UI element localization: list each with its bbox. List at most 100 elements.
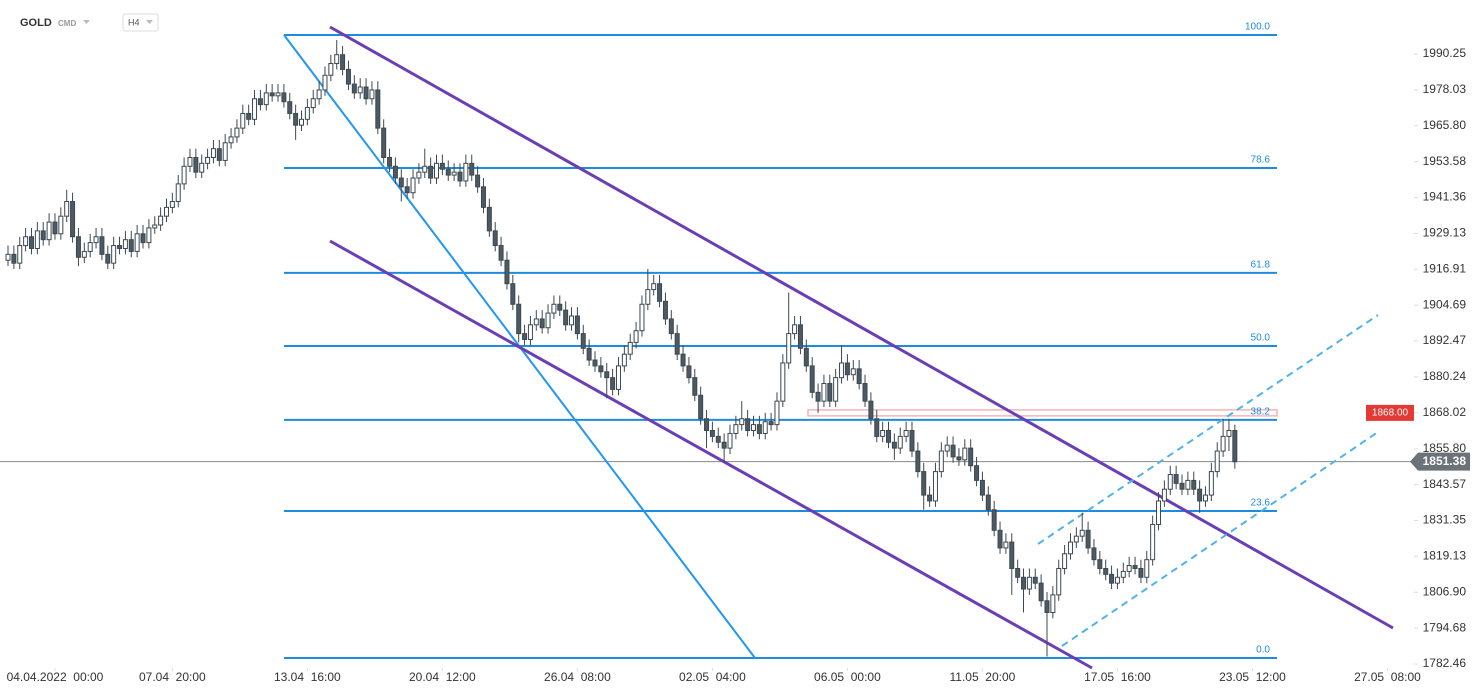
candle-body xyxy=(1185,479,1191,490)
candle-body xyxy=(903,430,909,437)
candle-body xyxy=(287,101,293,114)
candle-body xyxy=(721,441,727,449)
candle-body xyxy=(117,245,123,249)
fib-label: 0.0 xyxy=(1256,645,1270,656)
y-tick-label: 1794.68 xyxy=(1423,620,1467,634)
candle-body xyxy=(874,418,880,437)
candle-body xyxy=(668,318,674,335)
candle-body xyxy=(28,236,34,249)
candle-body xyxy=(398,177,404,188)
candle-body xyxy=(34,230,40,249)
candles xyxy=(5,40,1238,657)
candle-body xyxy=(1050,594,1056,614)
y-tick-label: 1904.69 xyxy=(1423,297,1467,311)
candle-body xyxy=(991,509,997,531)
candle-body xyxy=(551,303,557,314)
candle-body xyxy=(844,362,850,376)
candle-body xyxy=(480,186,486,208)
candle-body xyxy=(821,383,827,402)
candle-body xyxy=(880,430,886,437)
candle-body xyxy=(1103,567,1109,575)
candle-body xyxy=(240,112,246,129)
timeframe[interactable]: H4 xyxy=(128,17,140,27)
candle-body xyxy=(152,224,158,229)
candle-body xyxy=(956,456,962,461)
timeframe-box[interactable] xyxy=(122,13,159,32)
dropdown-arrow[interactable] xyxy=(83,20,90,24)
candle-body xyxy=(64,201,70,217)
candle-body xyxy=(199,162,205,173)
y-tick-label: 1978.03 xyxy=(1423,82,1467,96)
candle-body xyxy=(692,377,698,396)
candle-body xyxy=(1021,576,1027,590)
candle-body xyxy=(457,171,463,182)
candle-body xyxy=(985,494,991,511)
symbol: GOLD xyxy=(20,17,52,29)
candle-body xyxy=(657,283,663,302)
candle-body xyxy=(263,92,269,106)
candle-body xyxy=(897,435,903,449)
candle-body xyxy=(134,233,140,252)
candle-body xyxy=(46,221,52,241)
candle-body xyxy=(1156,500,1162,525)
candle-body xyxy=(122,239,128,249)
candle-body xyxy=(674,333,680,355)
candle-body xyxy=(269,92,275,97)
candle-body xyxy=(1056,567,1062,596)
candle-body xyxy=(639,303,645,332)
candle-body xyxy=(375,89,381,129)
candle-body xyxy=(909,430,915,452)
candle-body xyxy=(210,148,216,158)
candle-body xyxy=(522,333,528,340)
candle-body xyxy=(633,330,639,343)
level-badge xyxy=(1366,404,1414,421)
candle-body xyxy=(140,233,146,244)
candle-body xyxy=(93,236,99,244)
market[interactable]: CMD xyxy=(58,19,76,28)
candle-body xyxy=(739,418,745,426)
candle-body xyxy=(868,400,874,420)
candle-body xyxy=(927,494,933,502)
candle-body xyxy=(357,86,363,94)
candle-body xyxy=(1197,488,1203,502)
x-tick-label: 13.04 16:00 xyxy=(274,670,341,684)
candle-body xyxy=(962,447,968,461)
candle-body xyxy=(70,201,76,238)
candle-body xyxy=(228,136,234,144)
candle-body xyxy=(158,215,164,226)
y-tick-label: 1990.25 xyxy=(1423,46,1467,60)
candle-body xyxy=(5,253,11,261)
candle-body xyxy=(369,89,375,100)
candle-body xyxy=(586,347,592,361)
candle-body xyxy=(1097,559,1103,569)
level-band xyxy=(807,409,1278,417)
candle-body xyxy=(968,447,974,467)
candle-body xyxy=(363,86,369,100)
fib-label: 78.6 xyxy=(1251,155,1271,166)
candle-body xyxy=(809,365,815,393)
candle-body xyxy=(1214,450,1220,473)
candle-body xyxy=(1079,529,1085,537)
candle-body xyxy=(340,54,346,70)
candle-body xyxy=(498,245,504,261)
candle-body xyxy=(387,156,393,167)
candle-body xyxy=(974,465,980,481)
y-tick-label: 1819.13 xyxy=(1423,549,1467,563)
candle-body xyxy=(1062,553,1068,569)
candle-body xyxy=(175,183,181,203)
candle-body xyxy=(275,92,281,97)
candle-body xyxy=(146,227,152,244)
candle-body xyxy=(580,333,586,349)
candle-body xyxy=(1032,576,1038,584)
candle-body xyxy=(410,177,416,194)
channel-lower xyxy=(329,239,1093,670)
candle-body xyxy=(310,98,316,109)
candle-body xyxy=(187,156,193,167)
candle-body xyxy=(451,171,457,176)
dropdown-arrow[interactable] xyxy=(146,20,153,24)
candle-body xyxy=(128,239,134,252)
candle-body xyxy=(422,165,428,173)
y-tick-label: 1855.80 xyxy=(1423,441,1467,455)
candle-body xyxy=(404,186,410,194)
